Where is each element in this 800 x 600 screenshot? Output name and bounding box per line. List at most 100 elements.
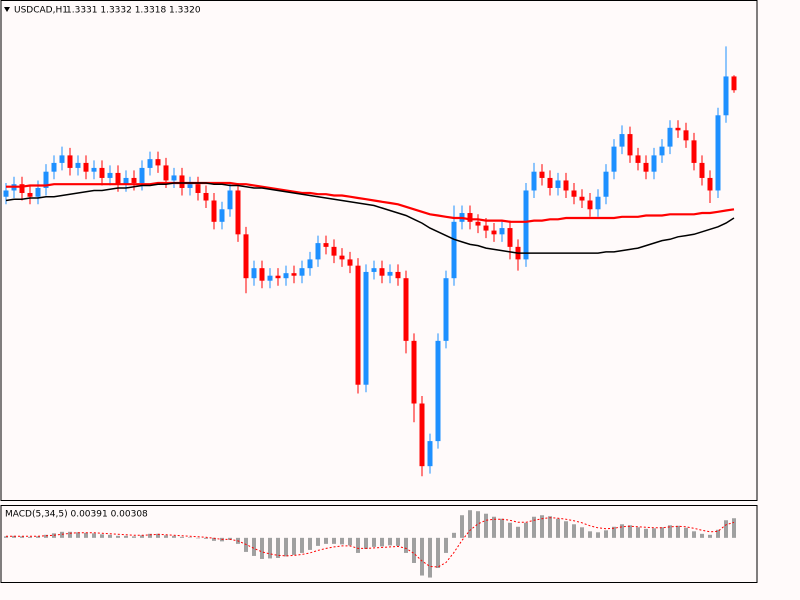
candle-body: [91, 167, 97, 172]
macd-bar: [204, 537, 208, 539]
candle-body: [595, 196, 601, 210]
macd-bar: [724, 520, 728, 538]
candle-body: [131, 177, 137, 183]
macd-bar: [12, 535, 16, 538]
chart-title: USDCAD,H1: [14, 6, 68, 16]
candle-body: [19, 184, 25, 193]
macd-bar: [108, 534, 112, 538]
macd-bar: [156, 533, 160, 538]
macd-bar: [308, 537, 312, 550]
candle-body: [43, 171, 49, 188]
candle-body: [211, 200, 217, 222]
macd-bar: [516, 526, 520, 538]
macd-bar: [100, 534, 104, 538]
candle-body: [547, 177, 553, 188]
macd-bar: [332, 537, 336, 544]
macd-bar: [676, 525, 680, 538]
candle-body: [355, 265, 361, 385]
macd-bar: [348, 537, 352, 546]
candle-body: [483, 225, 489, 231]
candle-body: [235, 190, 241, 235]
macd-bar: [500, 518, 504, 538]
candle-body: [155, 159, 161, 166]
macd-bar: [92, 533, 96, 538]
main-panel-frame: [0, 0, 758, 501]
candle-body: [299, 268, 305, 276]
candle-body: [83, 162, 89, 172]
candle-body: [35, 187, 41, 197]
macd-bar: [20, 536, 24, 538]
candle-body: [475, 221, 481, 226]
macd-bar: [732, 518, 736, 538]
marks-layer: [3, 46, 737, 578]
macd-bar: [316, 537, 320, 546]
candle-body: [75, 162, 81, 168]
macd-bar: [668, 525, 672, 538]
macd-bar: [28, 536, 32, 538]
macd-bar: [652, 528, 656, 538]
macd-bar: [116, 535, 120, 538]
candle-body: [387, 271, 393, 276]
macd-bar: [36, 536, 40, 538]
macd-bar: [324, 537, 328, 544]
candle-body: [219, 209, 225, 222]
candle-body: [243, 234, 249, 279]
macd-bar: [380, 537, 384, 547]
candle-body: [371, 268, 377, 272]
candle-body: [379, 268, 385, 276]
macd-bar: [420, 537, 424, 576]
candle-body: [163, 165, 169, 181]
candle-body: [395, 271, 401, 279]
macd-bar: [68, 531, 72, 538]
candle-body: [715, 115, 721, 191]
candle-body: [27, 192, 33, 197]
macd-bar: [276, 537, 280, 558]
macd-bar: [180, 536, 184, 538]
candle-body: [643, 162, 649, 172]
candle-body: [675, 127, 681, 131]
candle-body: [683, 130, 689, 141]
candle-body: [635, 155, 641, 163]
candle-body: [203, 192, 209, 201]
macd-bar: [428, 537, 432, 578]
candle-body: [427, 441, 433, 467]
candle-body: [195, 184, 201, 193]
indicator-line: [5, 182, 735, 254]
candle-body: [691, 140, 697, 163]
macd-bar: [620, 524, 624, 538]
candle-body: [227, 190, 233, 210]
macd-bar: [300, 537, 304, 553]
candle-body: [723, 76, 729, 116]
macd-bar: [124, 535, 128, 538]
candle-body: [555, 180, 561, 188]
candle-body: [283, 273, 289, 279]
candle-body: [51, 162, 57, 172]
macd-bar: [628, 525, 632, 538]
candle-body: [315, 243, 321, 260]
macd-bar: [140, 535, 144, 538]
macd-bar: [396, 537, 400, 546]
macd-bar: [644, 528, 648, 538]
candle-body: [323, 243, 329, 247]
candle-body: [259, 268, 265, 281]
candle-body: [435, 340, 441, 442]
candle-body: [99, 167, 105, 178]
macd-bar: [364, 537, 368, 549]
candle-body: [563, 180, 569, 191]
candle-body: [251, 268, 257, 279]
macd-bar: [252, 537, 256, 556]
candle-body: [491, 230, 497, 235]
candle-body: [699, 162, 705, 178]
macd-bar: [372, 537, 376, 547]
candle-body: [59, 155, 65, 163]
macd-bar: [172, 535, 176, 538]
macd-bar: [492, 516, 496, 538]
candle-body: [707, 177, 713, 191]
candle-body: [347, 259, 353, 266]
candle-body: [731, 76, 737, 91]
macd-bar: [228, 537, 232, 540]
macd-bar: [524, 522, 528, 538]
macd-bar: [148, 533, 152, 538]
candle-body: [579, 196, 585, 201]
